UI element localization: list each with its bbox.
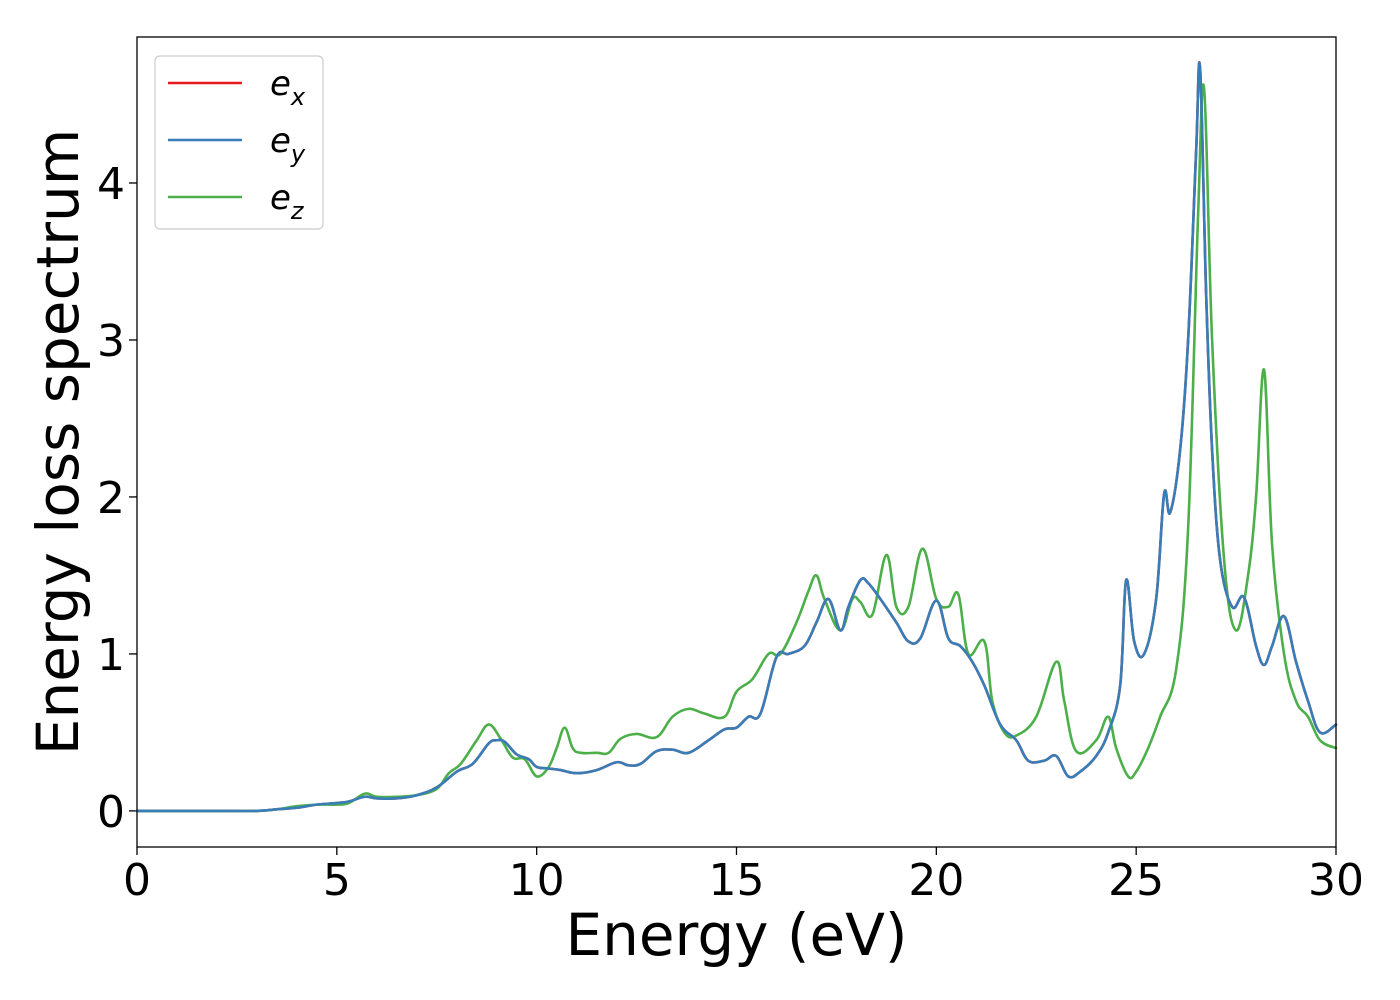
- legend-label-subscript: z: [290, 197, 305, 225]
- y-tick-label: 1: [97, 630, 125, 681]
- series-line-e-z: [135, 83, 1338, 813]
- plot-frame: [136, 36, 1337, 848]
- x-tick-label: 15: [709, 855, 765, 906]
- x-tick-label: 30: [1308, 855, 1364, 906]
- series-line-e-y: [135, 61, 1338, 813]
- x-tick-label: 0: [123, 855, 151, 906]
- y-tick-label: 0: [97, 787, 125, 838]
- y-tick-label: 2: [97, 473, 125, 524]
- legend-label-base: e: [270, 121, 291, 161]
- y-tick-label: 3: [97, 316, 125, 367]
- legend-label-e-x: ex: [270, 64, 306, 111]
- legend-label-subscript: y: [290, 140, 306, 168]
- ticks-layer: 0 5 10 15 20 25 30 0 1 2 3 4: [97, 159, 1364, 906]
- y-axis-label: Energy loss spectrum: [24, 129, 92, 755]
- legend-label-base: e: [270, 64, 291, 104]
- legend-label-e-z: ez: [270, 178, 305, 225]
- legend-label-subscript: x: [290, 83, 306, 111]
- legend-label-base: e: [270, 178, 291, 218]
- series-layer: [135, 61, 1338, 813]
- x-tick-label: 20: [908, 855, 964, 906]
- y-tick-label: 4: [97, 159, 125, 210]
- x-tick-label: 5: [323, 855, 351, 906]
- x-axis-label: Energy (eV): [565, 901, 907, 969]
- x-tick-label: 25: [1108, 855, 1164, 906]
- x-tick-label: 10: [509, 855, 565, 906]
- legend-box: [154, 55, 324, 230]
- legend-label-e-y: ey: [270, 121, 306, 168]
